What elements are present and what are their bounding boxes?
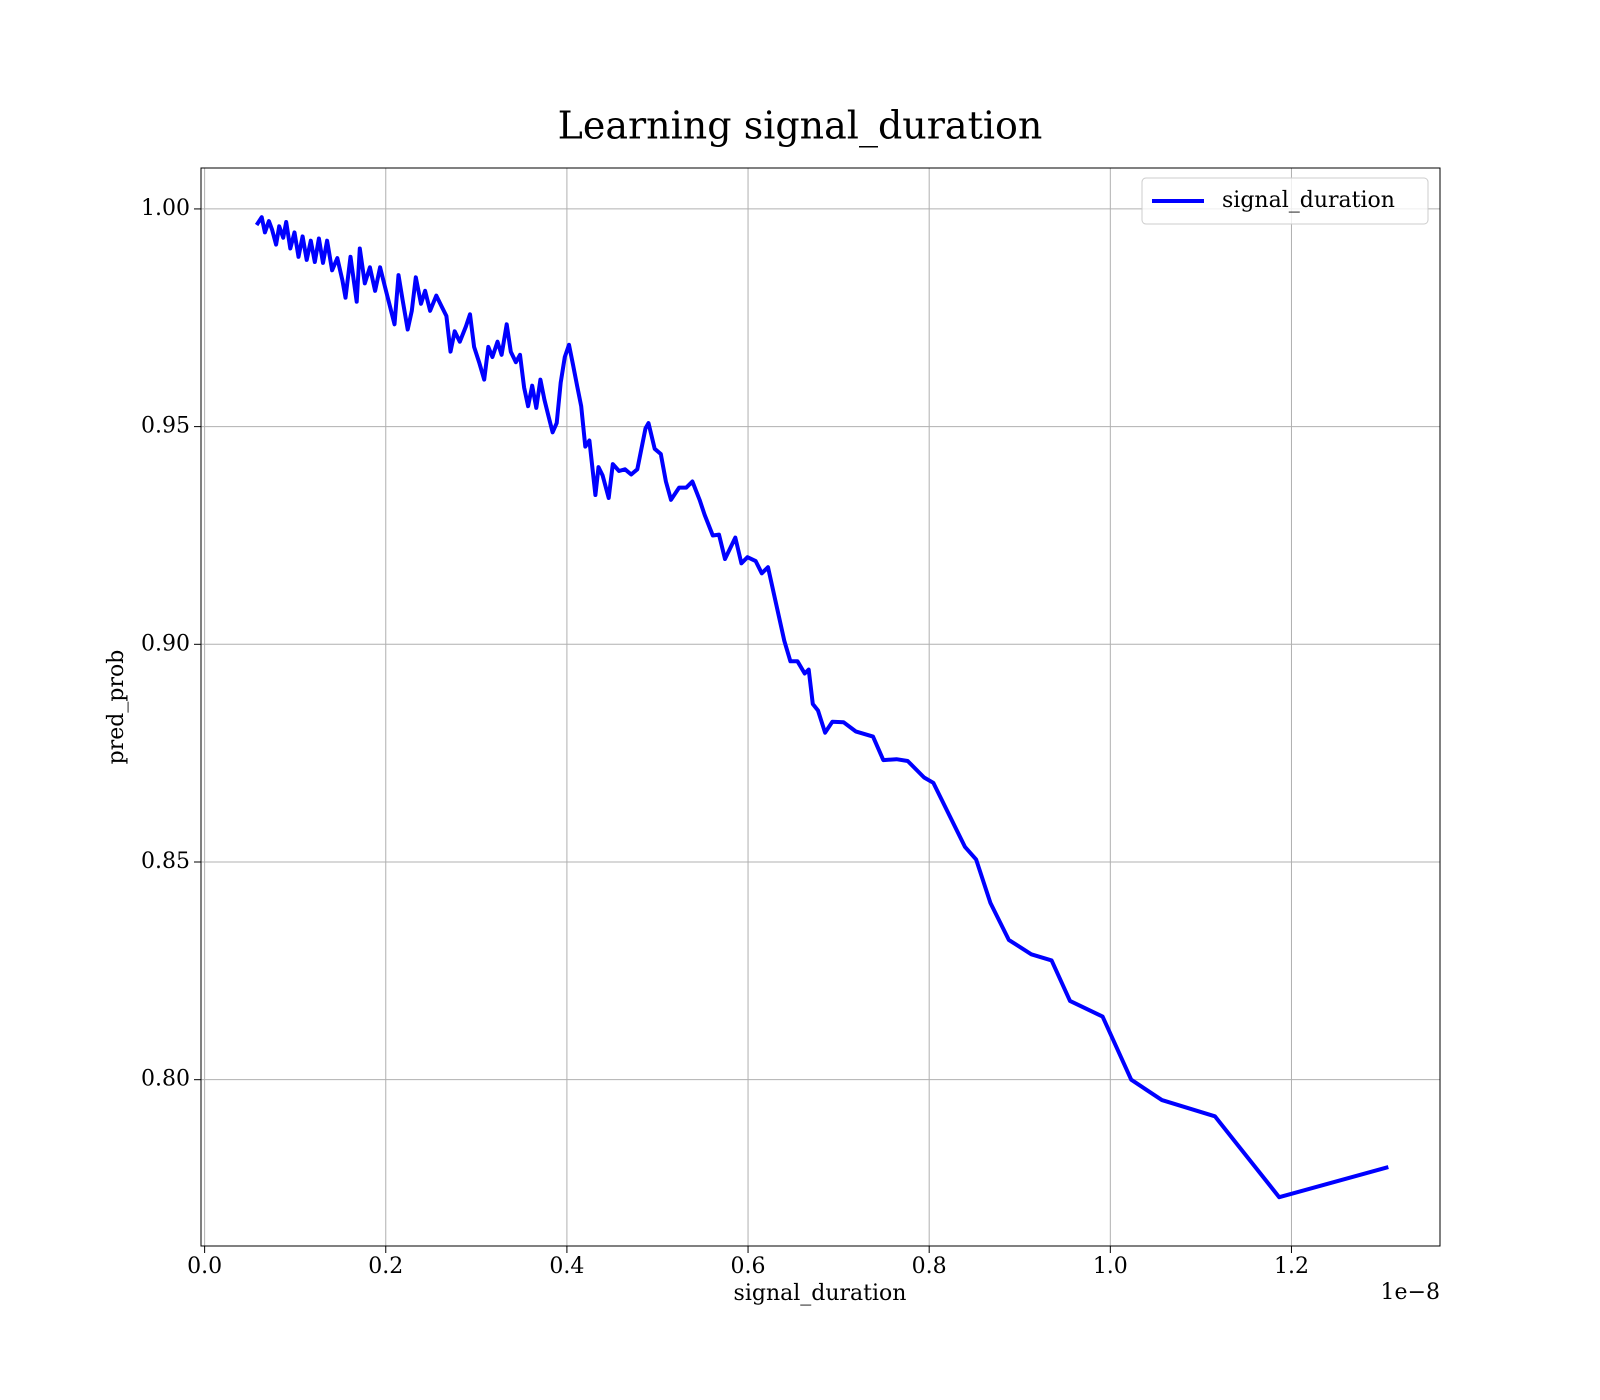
x-tick-label: 0.6 — [731, 1254, 766, 1279]
axes-frame — [200, 167, 1441, 1247]
x-tick-label: 0.0 — [187, 1254, 222, 1279]
x-tick-label: 0.4 — [549, 1254, 584, 1279]
y-tick-label: 0.90 — [141, 631, 190, 656]
data-line — [254, 215, 1389, 1200]
legend-label: signal_duration — [1222, 188, 1395, 213]
x-axis-label: signal_duration — [734, 1281, 907, 1306]
x-tick-label: 0.2 — [368, 1254, 403, 1279]
y-axis-label: pred_prob — [104, 650, 129, 765]
x-tick-label: 0.8 — [912, 1254, 947, 1279]
chart-title: Learning signal_duration — [558, 104, 1043, 149]
x-tick-label: 1.0 — [1093, 1254, 1128, 1279]
y-tick-label: 1.00 — [141, 196, 190, 221]
y-tick-label: 0.80 — [141, 1067, 190, 1092]
legend-box — [1141, 177, 1429, 225]
y-tick-label: 0.95 — [141, 414, 190, 439]
x-offset-label: 1e−8 — [1381, 1280, 1440, 1305]
y-tick-label: 0.85 — [141, 849, 190, 874]
x-tick-label: 1.2 — [1274, 1254, 1309, 1279]
